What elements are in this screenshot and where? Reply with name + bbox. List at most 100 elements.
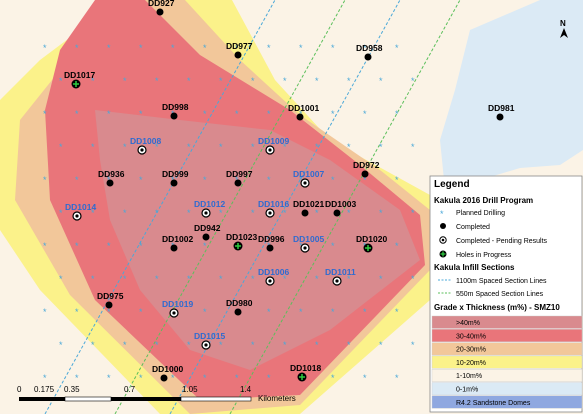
planned-hole-marker: * [43, 373, 47, 383]
legend-pending: Completed - Pending Results [456, 238, 548, 245]
planned-hole-marker: * [107, 43, 111, 53]
planned-hole-marker: * [395, 43, 399, 53]
pending-dot [268, 211, 272, 215]
planned-hole-marker: * [75, 109, 79, 119]
drill-hole-label: DD1003 [325, 199, 356, 209]
drill-hole-label: DD958 [356, 43, 383, 53]
scale-unit: Kilometers [258, 394, 296, 403]
drill-hole-completed[interactable] [170, 179, 178, 187]
drill-hole-label: DD1016 [258, 199, 289, 209]
drill-hole-completed[interactable] [496, 113, 504, 121]
drill-hole-completed[interactable] [234, 51, 242, 59]
drill-hole-completed[interactable] [361, 170, 369, 178]
pending-dot [204, 211, 208, 215]
drill-hole-label: DD972 [353, 160, 380, 170]
drill-hole-completed[interactable] [202, 233, 210, 241]
planned-hole-marker: * [107, 241, 111, 251]
north-arrow-label: N [560, 19, 566, 28]
planned-hole-marker: * [347, 340, 351, 350]
planned-hole-marker: * [187, 208, 191, 218]
scale-tick-07: 0.7 [124, 385, 136, 394]
scale-tick-0175: 0.175 [34, 385, 55, 394]
planned-hole-marker: * [411, 142, 415, 152]
planned-hole-marker: * [347, 274, 351, 284]
legend-planned: Planned Drilling [456, 210, 505, 217]
drill-hole-label: DD977 [226, 41, 253, 51]
drill-hole-completed[interactable] [296, 113, 304, 121]
plus-icon [299, 374, 305, 380]
planned-hole-marker: * [347, 76, 351, 86]
planned-hole-marker: * [59, 142, 63, 152]
scale-bar: 0 0.175 0.35 0.7 1.05 1.4 Kilometers [17, 385, 296, 403]
drill-hole-label: DD1007 [293, 169, 324, 179]
scale-tick-0: 0 [17, 385, 22, 394]
planned-hole-marker: * [203, 43, 207, 53]
planned-hole-marker: * [283, 76, 287, 86]
planned-hole-marker: * [107, 307, 111, 317]
planned-drilling-icon: * [440, 209, 444, 219]
grade-swatch-label: 1-10m% [456, 373, 482, 380]
pending-dot [172, 311, 176, 315]
planned-hole-marker: * [315, 76, 319, 86]
pending-dot [204, 343, 208, 347]
planned-hole-marker: * [107, 373, 111, 383]
planned-hole-marker: * [155, 340, 159, 350]
drill-hole-label: DD1008 [130, 136, 161, 146]
planned-hole-marker: * [155, 274, 159, 284]
planned-hole-marker: * [107, 109, 111, 119]
planned-hole-marker: * [187, 340, 191, 350]
planned-hole-marker: * [75, 43, 79, 53]
drill-hole-completed[interactable] [170, 112, 178, 120]
planned-hole-marker: * [283, 274, 287, 284]
planned-hole-marker: * [91, 340, 95, 350]
drill-hole-completed[interactable] [156, 8, 164, 16]
planned-hole-marker: * [91, 142, 95, 152]
planned-hole-marker: * [155, 76, 159, 86]
planned-hole-marker: * [59, 208, 63, 218]
planned-hole-marker: * [203, 175, 207, 185]
planned-hole-marker: * [219, 208, 223, 218]
planned-hole-marker: * [395, 373, 399, 383]
planned-hole-marker: * [363, 43, 367, 53]
in-progress-holes-layer: DD1017 DD1023 DD1020 DD1018 [64, 70, 387, 382]
planned-hole-marker: * [411, 76, 415, 86]
planned-hole-marker: * [171, 43, 175, 53]
planned-hole-marker: * [283, 208, 287, 218]
grade-swatch [431, 355, 583, 369]
planned-hole-marker: * [219, 274, 223, 284]
drill-hole-completed[interactable] [105, 301, 113, 309]
grade-swatches: >40m% 30-40m% 20-30m% 10-20m% 1-10m% 0-1m% R4.… [431, 315, 583, 409]
planned-hole-marker: * [251, 142, 255, 152]
drill-hole-completed[interactable] [266, 244, 274, 252]
drill-hole-completed[interactable] [333, 209, 341, 217]
drill-hole-label: DD999 [162, 169, 189, 179]
drill-hole-completed[interactable] [364, 53, 372, 61]
scale-tick-105: 1.05 [182, 385, 198, 394]
drill-hole-completed[interactable] [234, 179, 242, 187]
drill-hole-completed[interactable] [170, 244, 178, 252]
planned-hole-marker: * [75, 307, 79, 317]
planned-hole-marker: * [219, 142, 223, 152]
drill-hole-label: DD1020 [356, 234, 387, 244]
drill-hole-completed[interactable] [160, 374, 168, 382]
planned-hole-marker: * [267, 307, 271, 317]
north-arrow-icon: N [560, 19, 568, 38]
drill-hole-completed[interactable] [301, 209, 309, 217]
planned-hole-marker: * [267, 373, 271, 383]
drill-hole-label: DD1002 [162, 234, 193, 244]
planned-hole-marker: * [203, 307, 207, 317]
planned-hole-marker: * [395, 175, 399, 185]
drill-hole-completed[interactable] [234, 308, 242, 316]
planned-hole-marker: * [155, 142, 159, 152]
planned-hole-marker: * [139, 241, 143, 251]
planned-hole-marker: * [347, 142, 351, 152]
planned-hole-marker: * [411, 274, 415, 284]
drill-hole-completed[interactable] [106, 179, 114, 187]
grade-swatch-label: 30-40m% [456, 333, 486, 340]
grade-zone-gt40 [95, 110, 420, 370]
planned-hole-marker: * [379, 208, 383, 218]
planned-hole-marker: * [43, 43, 47, 53]
planned-hole-marker: * [123, 76, 127, 86]
planned-hole-marker: * [139, 307, 143, 317]
